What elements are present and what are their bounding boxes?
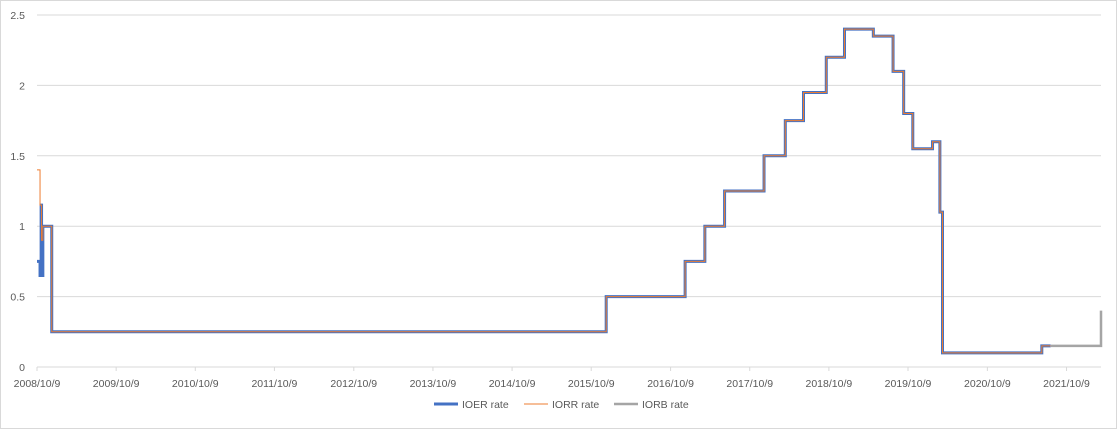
- x-tick-label: 2012/10/9: [330, 378, 377, 390]
- x-tick-label: 2011/10/9: [251, 378, 297, 390]
- series-line-ioer-rate: [37, 27, 1051, 355]
- y-tick-label: 1: [19, 221, 25, 233]
- x-tick-label: 2013/10/9: [410, 378, 457, 390]
- y-axis-tick-labels: 0 0.5 1 1.5 2 2.5: [10, 10, 25, 374]
- legend-label: IORB rate: [642, 399, 689, 411]
- legend-label: IORR rate: [552, 399, 599, 411]
- x-tick-label: 2008/10/9: [14, 378, 61, 390]
- x-tick-label: 2017/10/9: [726, 378, 773, 390]
- x-tick-label: 2020/10/9: [964, 378, 1011, 390]
- legend: IOER rate IORR rate IORB rate: [434, 399, 689, 411]
- gridlines: [37, 14, 1101, 298]
- series-line-iorr-rate: [37, 28, 1051, 354]
- y-tick-label: 2.5: [10, 10, 25, 22]
- y-tick-label: 0.5: [10, 292, 25, 304]
- x-tick-label: 2016/10/9: [647, 378, 694, 390]
- y-tick-label: 2: [19, 80, 25, 92]
- x-tick-label: 2010/10/9: [172, 378, 219, 390]
- y-tick-label: 1.5: [10, 151, 25, 163]
- x-tick-label: 2009/10/9: [93, 378, 140, 390]
- x-tick-label: 2015/10/9: [568, 378, 615, 390]
- x-tick-label: 2014/10/9: [489, 378, 536, 390]
- x-axis-tick-labels: 2008/10/9 2009/10/9 2010/10/9 2011/10/9 2012…: [14, 367, 1090, 390]
- series-line-iorb-rate: [1050, 310, 1103, 348]
- x-tick-label: 2018/10/9: [806, 378, 853, 390]
- x-tick-label: 2019/10/9: [885, 378, 932, 390]
- y-tick-label: 0: [19, 362, 25, 374]
- legend-label: IOER rate: [462, 399, 509, 411]
- x-tick-label: 2021/10/9: [1043, 378, 1090, 390]
- series-lines: [37, 27, 1103, 355]
